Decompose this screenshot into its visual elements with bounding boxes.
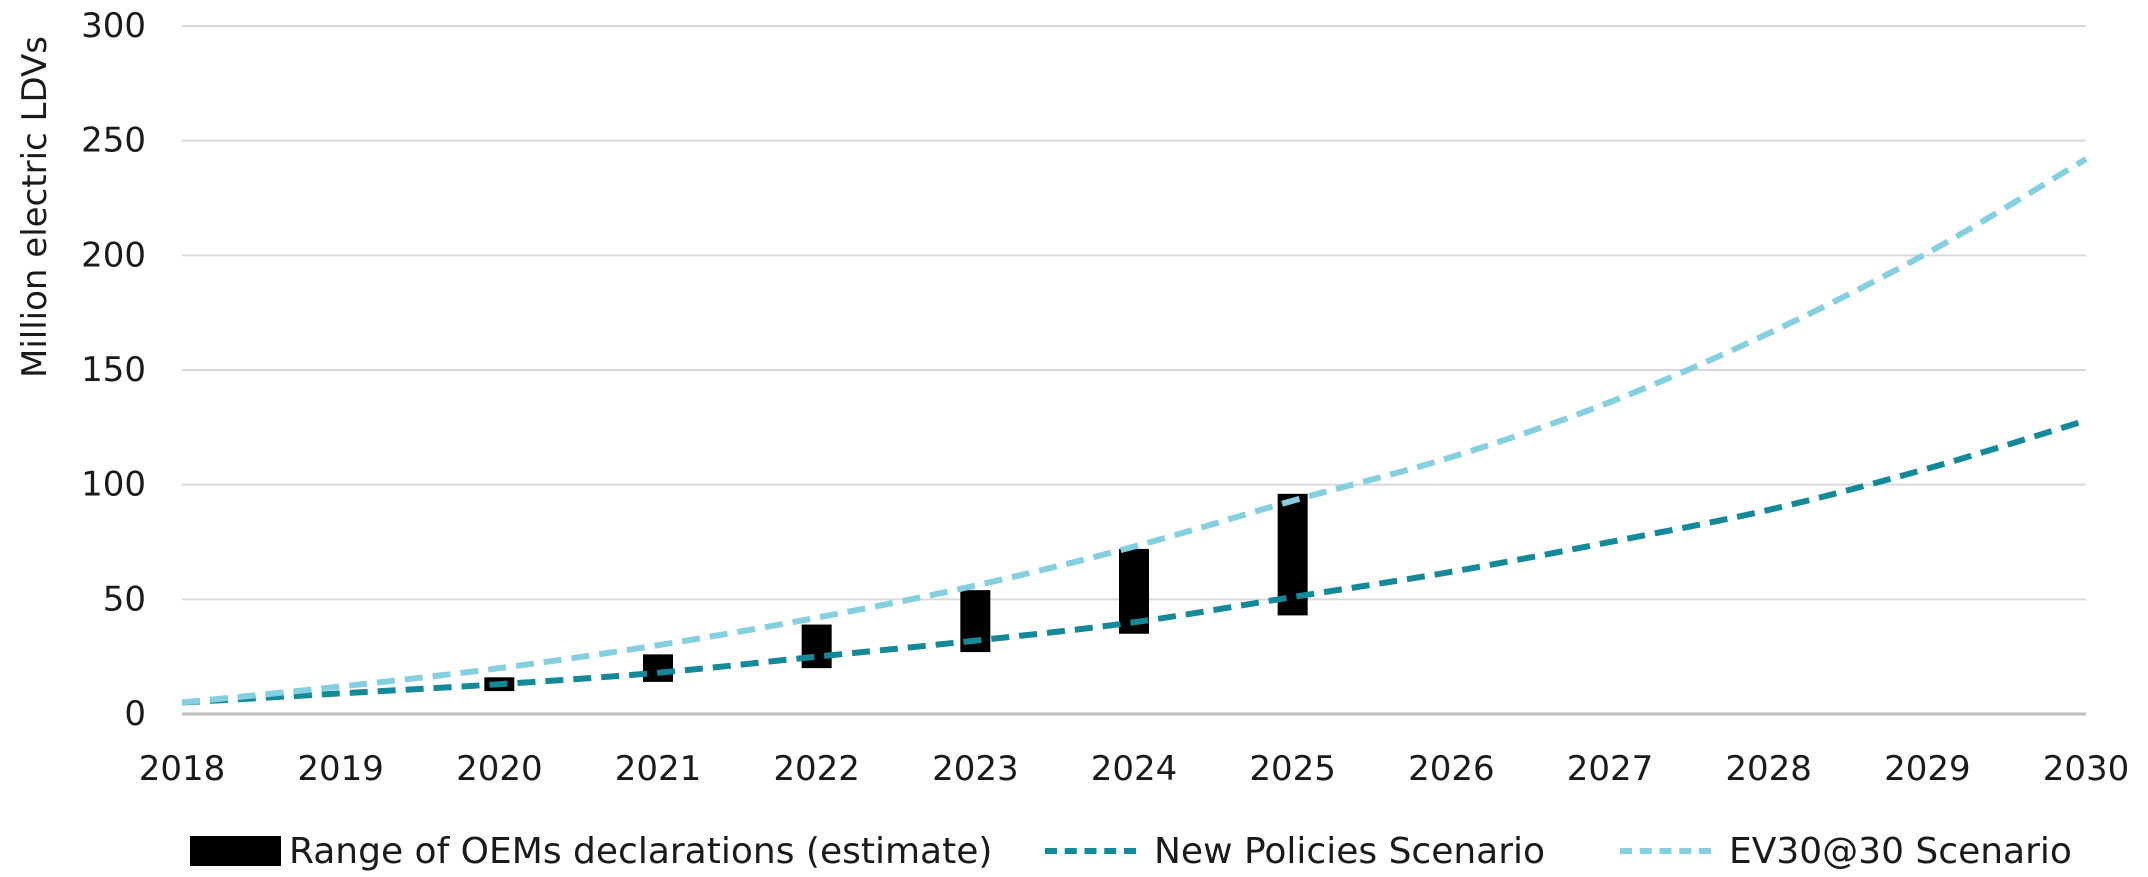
- x-tick-label: 2022: [773, 749, 860, 789]
- gridlines: [182, 25, 2086, 716]
- x-tick-label: 2029: [1884, 749, 1971, 789]
- legend-swatch-ev3030: [1620, 848, 1711, 854]
- x-tick-label: 2018: [139, 749, 226, 789]
- legend-label-ranges: Range of OEMs declarations (estimate): [289, 830, 993, 872]
- range-bar: [801, 624, 832, 669]
- x-tick-label: 2019: [297, 749, 384, 789]
- x-tick-label: 2025: [1249, 749, 1336, 789]
- x-tick-label: 2026: [1408, 749, 1495, 789]
- legend: Range of OEMs declarations (estimate) Ne…: [0, 826, 2148, 876]
- y-tick-label: 100: [81, 465, 146, 505]
- x-tick-label: 2024: [1091, 749, 1178, 789]
- y-tick-label: 300: [81, 6, 146, 46]
- y-tick-label: 150: [81, 350, 146, 390]
- x-tick-label: 2020: [456, 749, 543, 789]
- legend-label-ev3030: EV30@30 Scenario: [1729, 830, 2072, 872]
- x-tick-label: 2028: [1725, 749, 1812, 789]
- y-tick-label: 250: [81, 121, 146, 161]
- legend-label-new-policies: New Policies Scenario: [1154, 830, 1546, 872]
- x-tick-label: 2023: [932, 749, 1019, 789]
- legend-item-ranges: Range of OEMs declarations (estimate): [190, 826, 992, 876]
- x-tick-label: 2021: [615, 749, 702, 789]
- y-axis-ticks: 0 50 100 150 200 250 300: [81, 6, 146, 734]
- legend-item-new-policies: New Policies Scenario: [1045, 826, 1545, 876]
- y-tick-label: 200: [81, 235, 146, 275]
- x-axis-ticks: 2018 2019 2020 2021 2022 2023 2024 2025 2026 2027…: [139, 749, 2130, 789]
- y-tick-label: 50: [103, 579, 146, 619]
- legend-item-ev3030: EV30@30 Scenario: [1620, 826, 2072, 876]
- x-tick-label: 2027: [1567, 749, 1654, 789]
- legend-swatch-ranges: [190, 836, 281, 866]
- series-line: [181, 417, 2087, 706]
- legend-swatch-new-policies: [1045, 848, 1136, 854]
- range-bar: [643, 654, 673, 682]
- series-lines: [181, 156, 2088, 706]
- x-tick-label: 2030: [2043, 749, 2130, 789]
- series-line: [181, 156, 2088, 706]
- ranges-bars: [484, 493, 1308, 692]
- y-axis-label: Million electric LDVs: [15, 36, 55, 378]
- y-tick-label: 0: [124, 694, 146, 734]
